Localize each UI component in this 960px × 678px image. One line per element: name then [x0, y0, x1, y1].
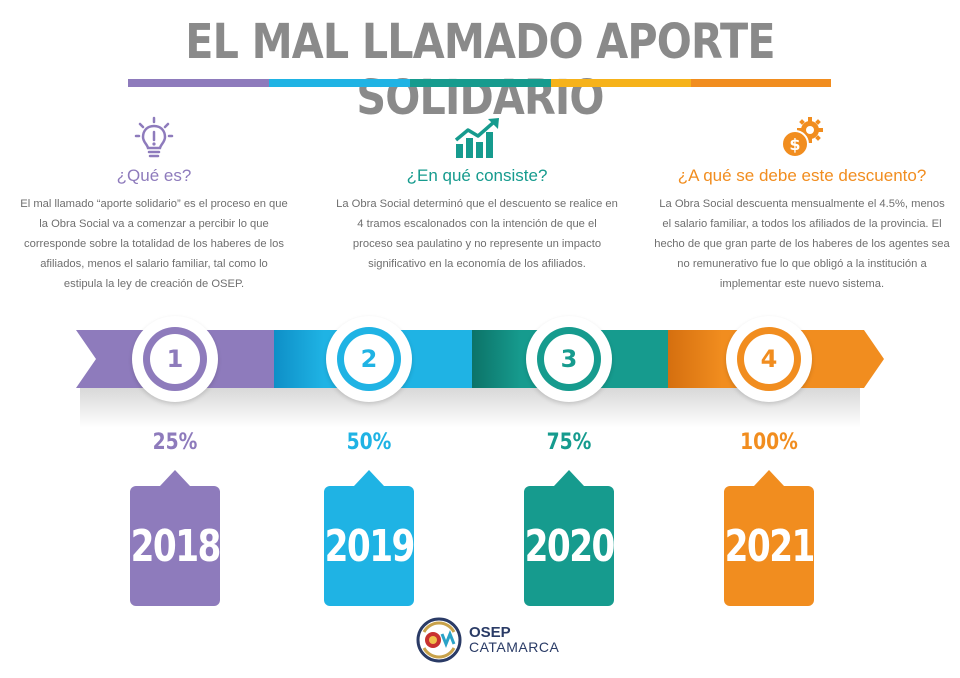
section-heading: ¿Qué es?	[116, 166, 192, 185]
year-box-2019: 2019	[324, 470, 415, 606]
title-bar-yellow	[551, 79, 691, 87]
section-heading: ¿A qué se debe este descuento?	[677, 166, 927, 185]
year-box-2018: 2018	[130, 470, 221, 606]
step-number: 3	[544, 334, 594, 384]
logo-line1: OSEP	[469, 624, 511, 641]
page-title: EL MAL LLAMADO APORTE SOLIDARIO	[185, 14, 775, 126]
logo-line2: CATAMARCA	[469, 639, 560, 655]
year-label: 2020	[524, 520, 615, 572]
step-circle-4: 4	[726, 316, 812, 402]
step-number: 2	[344, 334, 394, 384]
step-circle-1: 1	[132, 316, 218, 402]
growth-chart-icon	[454, 118, 499, 158]
section-a-que-se-debe: $ ¿A qué se debe este descuento? La Obra…	[654, 116, 950, 294]
step-circle-2: 2	[326, 316, 412, 402]
section-text: La Obra Social descuenta mensualmente el…	[654, 198, 950, 290]
step-percent-4: 100%	[740, 430, 798, 455]
osep-emblem-icon	[416, 617, 462, 663]
timeline-ribbon	[76, 330, 884, 388]
step-number: 1	[150, 334, 200, 384]
ribbon-shadow	[80, 388, 860, 428]
title-bar-orange	[691, 79, 831, 87]
lightbulb-icon	[134, 116, 174, 158]
title-bar-teal	[410, 79, 551, 87]
year-label: 2018	[130, 520, 221, 572]
year-box-2020: 2020	[524, 470, 615, 606]
section-que-es: ¿Qué es? El mal llamado “aporte solidari…	[20, 116, 288, 294]
money-gear-icon: $	[781, 117, 823, 158]
osep-logo: OSEP CATAMARCA	[415, 616, 559, 664]
step-percent-3: 75%	[546, 430, 592, 455]
step-percent-1: 25%	[152, 430, 198, 455]
title-bar-cyan	[269, 79, 410, 87]
step-circle-3: 3	[526, 316, 612, 402]
section-text: La Obra Social determinó que el descuent…	[336, 198, 618, 270]
section-text: El mal llamado “aporte solidario” es el …	[20, 198, 288, 290]
section-heading: ¿En qué consiste?	[406, 166, 548, 185]
year-label: 2021	[724, 520, 815, 572]
step-percent-2: 50%	[346, 430, 392, 455]
step-number: 4	[744, 334, 794, 384]
year-box-2021: 2021	[724, 470, 815, 606]
section-en-que-consiste: ¿En qué consiste? La Obra Social determi…	[336, 116, 618, 274]
title-bar-purple	[128, 79, 269, 87]
year-label: 2019	[324, 520, 415, 572]
svg-text:$: $	[789, 135, 800, 154]
